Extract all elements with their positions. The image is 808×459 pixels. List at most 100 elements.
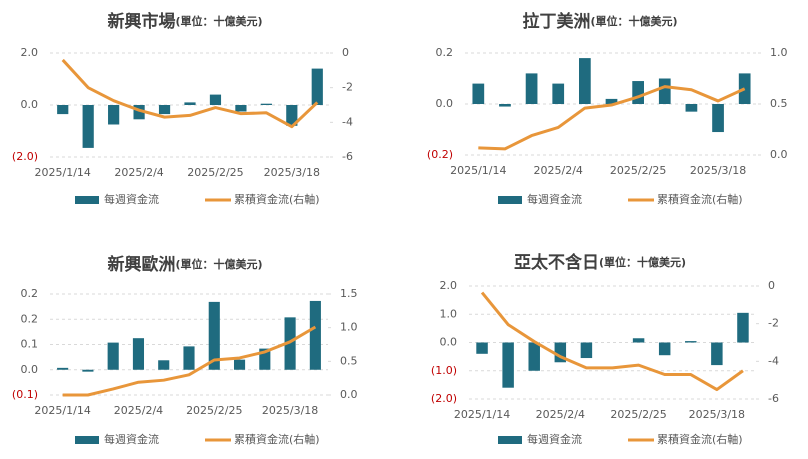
- x-tick-label: 2025/1/14: [454, 408, 510, 421]
- x-tick-label: 2025/1/14: [450, 164, 506, 177]
- x-tick-label: 2025/2/25: [610, 408, 666, 421]
- y2-tick-label: 0: [768, 279, 775, 292]
- chart-panel: 新興市場(單位：十億美元) 2.0 0.0 (2.0) 0 -2 -4 -6 2025/1/14…: [12, 11, 353, 206]
- bar: [184, 102, 196, 105]
- bar: [309, 300, 321, 370]
- x-tick-label: 2025/2/4: [114, 404, 163, 417]
- chart-title: 拉丁美洲(單位：十億美元): [522, 11, 677, 32]
- legend-swatch: [75, 196, 99, 204]
- bar: [260, 103, 272, 105]
- bar: [632, 338, 645, 343]
- bar: [580, 342, 593, 359]
- bar: [57, 105, 69, 115]
- title-unit: (單位：十億美元): [175, 14, 262, 28]
- y2-tick-label: -2: [768, 317, 779, 330]
- line-series: [478, 85, 746, 151]
- bar: [711, 342, 723, 366]
- x-tick-label: 2025/2/4: [536, 408, 585, 421]
- y-tick-label: (0.2): [427, 148, 453, 161]
- bar: [499, 104, 511, 107]
- y-tick-label: (2.0): [12, 150, 38, 163]
- y2-tick-label: -6: [768, 392, 779, 405]
- legend-label: 累積資金流(右軸): [657, 192, 743, 206]
- chart-title: 亞太不含日(單位：十億美元): [514, 252, 686, 273]
- legend-swatch: [498, 196, 522, 204]
- chart-title: 新興市場(單位：十億美元): [107, 11, 262, 32]
- x-tick-label: 2025/2/4: [534, 164, 583, 177]
- legend-label: 每週資金流: [527, 432, 582, 446]
- x-tick-label: 2025/3/18: [264, 166, 320, 179]
- x-tick-label: 2025/2/4: [114, 166, 163, 179]
- title-main: 亞太不含日: [514, 252, 599, 273]
- x-tick-label: 2025/1/14: [35, 166, 91, 179]
- x-tick-label: 2025/3/18: [262, 404, 318, 417]
- y2-tick-label: 0.5: [340, 354, 358, 367]
- bar: [57, 367, 69, 370]
- bar: [233, 359, 246, 370]
- y-tick-label: (1.0): [431, 364, 457, 377]
- y-tick-label: 1.0: [440, 307, 458, 320]
- bar: [554, 342, 567, 363]
- y2-tick-label: 1.5: [340, 287, 358, 300]
- bar: [284, 317, 296, 370]
- bar: [259, 348, 271, 370]
- bar: [579, 58, 591, 104]
- y-tick-label: 0.0: [440, 336, 458, 349]
- x-tick-label: 2025/2/25: [187, 166, 243, 179]
- title-main: 新興歐洲: [107, 254, 175, 275]
- bar: [525, 73, 538, 104]
- title-unit: (單位：十億美元): [175, 257, 262, 271]
- bar: [208, 301, 220, 370]
- chart-panel: 亞太不含日(單位：十億美元) 2.0 1.0 0.0 (1.0) (2.0) 0 -2 -4 -6…: [431, 252, 779, 446]
- bar: [286, 105, 298, 126]
- title-unit: (單位：十億美元): [599, 255, 686, 269]
- bar: [658, 342, 671, 356]
- bar: [476, 342, 488, 354]
- legend-label: 每週資金流: [104, 192, 159, 206]
- title-unit: (單位：十億美元): [590, 14, 677, 28]
- bar: [502, 342, 514, 388]
- bar: [82, 105, 94, 148]
- y-tick-label: 0.0: [21, 98, 39, 111]
- bar: [183, 346, 195, 370]
- y-tick-label: 0.0: [21, 363, 39, 376]
- bar: [528, 342, 540, 371]
- y2-tick-label: 0: [342, 46, 349, 59]
- line-series: [61, 58, 319, 129]
- bar: [632, 81, 644, 104]
- bar: [133, 105, 145, 120]
- bar: [552, 83, 565, 104]
- bar: [132, 338, 145, 370]
- legend-label: 每週資金流: [104, 432, 159, 446]
- bar: [82, 369, 94, 372]
- chart-title: 新興歐洲(單位：十億美元): [107, 254, 262, 275]
- x-tick-label: 2025/2/25: [610, 164, 666, 177]
- title-main: 拉丁美洲: [522, 11, 590, 32]
- bar: [158, 360, 170, 370]
- y2-tick-label: -2: [342, 81, 353, 94]
- line-series: [62, 325, 317, 397]
- x-tick-label: 2025/3/18: [689, 408, 745, 421]
- chart-panel: 新興歐洲(單位：十億美元) 0.2 0.2 0.1 0.0 (0.1) 1.5 1.0 0.5 0…: [12, 254, 358, 446]
- y-tick-label: 2.0: [21, 46, 39, 59]
- y-tick-label: (0.1): [12, 388, 38, 401]
- y2-tick-label: 1.0: [340, 321, 358, 334]
- bar: [605, 98, 618, 104]
- y-tick-label: 2.0: [440, 279, 458, 292]
- y2-tick-label: -4: [768, 354, 779, 367]
- x-tick-label: 2025/2/25: [186, 404, 242, 417]
- y2-tick-label: 0.0: [340, 388, 358, 401]
- line-series: [480, 291, 744, 392]
- legend-label: 累積資金流(右軸): [657, 432, 743, 446]
- x-tick-label: 2025/3/18: [690, 164, 746, 177]
- bar: [472, 83, 485, 104]
- x-tick-label: 2025/1/14: [34, 404, 90, 417]
- y-tick-label: 0.2: [21, 287, 39, 300]
- y-tick-label: (2.0): [431, 392, 457, 405]
- y2-tick-label: -6: [342, 150, 353, 163]
- bar: [107, 342, 119, 370]
- y-tick-label: 0.2: [436, 46, 454, 59]
- y2-tick-label: 0.5: [770, 97, 788, 110]
- y-tick-label: 0.2: [21, 312, 39, 325]
